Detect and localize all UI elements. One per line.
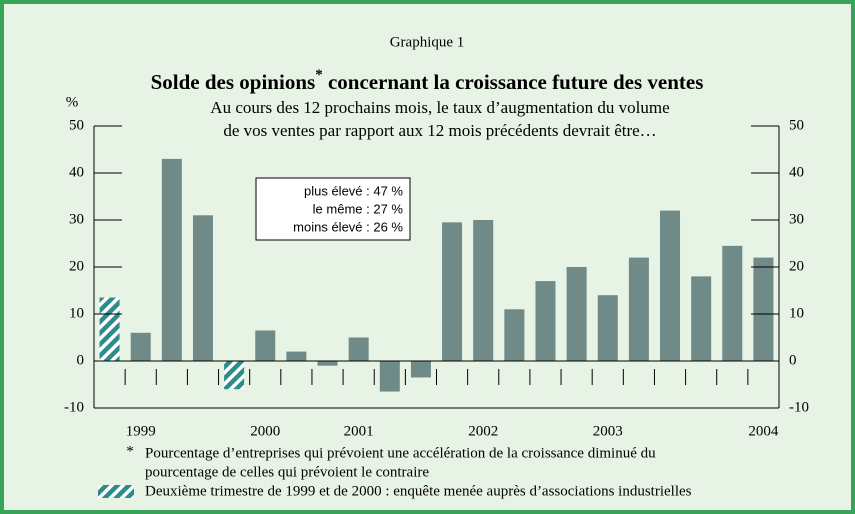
hatch-note: Deuxième trimestre de 1999 et de 2000 : … <box>145 483 692 499</box>
subtitle: de vos ventes par rapport aux 12 mois pr… <box>223 121 656 140</box>
bar <box>255 330 276 361</box>
title-part: Solde des opinions <box>151 70 316 94</box>
y2-tick-label: 50 <box>789 117 804 133</box>
bar <box>628 257 649 361</box>
y-tick-label: 0 <box>77 352 85 368</box>
y2-tick-label: -10 <box>789 399 809 415</box>
y-tick-label: 50 <box>69 117 84 133</box>
bar <box>753 257 774 361</box>
y-tick-label: -10 <box>64 399 84 415</box>
bar <box>566 267 587 361</box>
y-tick-label: 10 <box>69 305 84 321</box>
y2-tick-label: 30 <box>789 211 804 227</box>
bar <box>660 210 681 361</box>
x-tick-label: 2002 <box>468 423 498 439</box>
x-tick-label: 1999 <box>126 423 156 439</box>
y2-tick-label: 0 <box>789 352 797 368</box>
footnote: pourcentage de celles qui prévoient le c… <box>145 464 429 480</box>
bar <box>473 220 494 361</box>
hatch-swatch <box>98 485 134 498</box>
chart-title: Solde des opinions* concernant la croiss… <box>151 67 704 93</box>
supertitle: Graphique 1 <box>390 34 465 50</box>
info-box <box>255 177 411 241</box>
bar <box>442 222 463 361</box>
bar <box>99 297 120 361</box>
info-line: le même : 27 % <box>313 201 404 216</box>
bar <box>379 361 400 392</box>
subtitle: Au cours des 12 prochains mois, le taux … <box>210 98 669 117</box>
info-line: plus élevé : 47 % <box>304 183 403 198</box>
bar <box>535 281 556 361</box>
y2-tick-label: 20 <box>789 258 804 274</box>
y2-tick-label: 40 <box>789 164 804 180</box>
bar <box>348 337 369 361</box>
y-tick-label: 20 <box>69 258 84 274</box>
x-tick-label: 2001 <box>344 423 374 439</box>
bar <box>317 361 338 366</box>
footnote: Pourcentage d’entreprises qui prévoient … <box>145 445 656 461</box>
bar <box>691 276 712 361</box>
bar <box>504 309 525 361</box>
bar <box>130 332 151 361</box>
bar <box>192 215 213 361</box>
y-tick-label: 40 <box>69 164 84 180</box>
bar <box>224 361 245 390</box>
y-tick-label: 30 <box>69 211 84 227</box>
title-part: concernant la croissance future des vent… <box>323 70 704 94</box>
y2-tick-label: 10 <box>789 305 804 321</box>
bar <box>410 361 431 378</box>
bar <box>722 245 743 361</box>
bar <box>161 158 182 361</box>
bar <box>597 295 618 361</box>
footnote-mark: * <box>126 443 134 459</box>
x-tick-label: 2003 <box>593 423 623 439</box>
x-tick-label: 2004 <box>748 423 779 439</box>
title-star: * <box>315 67 323 83</box>
bar <box>286 351 307 361</box>
x-tick-label: 2000 <box>250 423 280 439</box>
y-unit: % <box>66 94 79 110</box>
info-line: moins élevé : 26 % <box>293 219 403 234</box>
